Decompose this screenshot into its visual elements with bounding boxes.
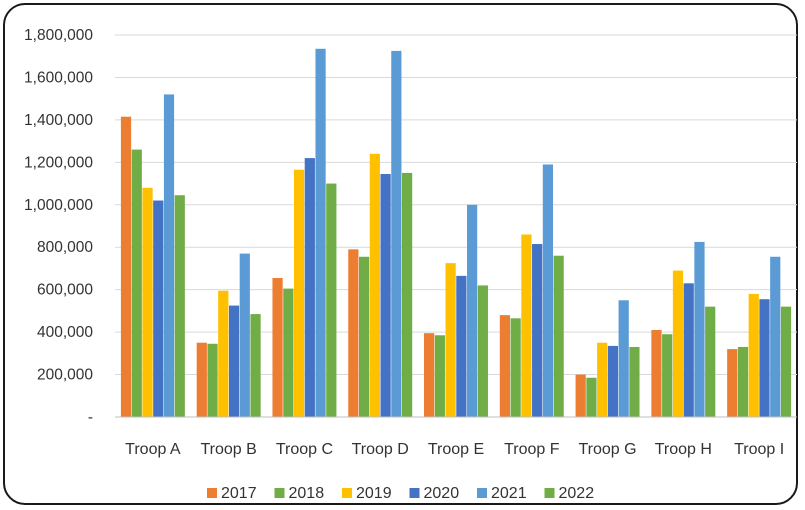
- bar-2022-troop-h: [705, 306, 716, 417]
- legend-label-2017: 2017: [221, 485, 257, 502]
- bar-2020-troop-e: [456, 275, 467, 417]
- bar-2021-troop-b: [239, 253, 250, 417]
- bar-2018-troop-d: [359, 256, 370, 417]
- bar-2022-troop-g: [629, 346, 640, 417]
- bar-2021-troop-f: [542, 164, 553, 417]
- bar-2022-troop-d: [402, 172, 413, 417]
- bar-2017-troop-d: [348, 249, 359, 417]
- bar-2019-troop-i: [748, 293, 759, 417]
- legend-swatch-2017: [207, 488, 217, 498]
- y-tick-label: 1,400,000: [24, 112, 93, 129]
- bar-2021-troop-i: [770, 256, 781, 417]
- legend-label-2020: 2020: [424, 485, 460, 502]
- y-tick-label: 200,000: [37, 367, 93, 384]
- x-category-label: Troop D: [352, 441, 409, 458]
- x-category-label: Troop C: [276, 441, 333, 458]
- bar-2022-troop-f: [553, 255, 564, 417]
- x-category-label: Troop G: [579, 441, 637, 458]
- bar-2018-troop-b: [207, 343, 218, 417]
- bar-2020-troop-a: [153, 200, 164, 417]
- bar-2017-troop-g: [575, 374, 586, 417]
- x-category-label: Troop F: [504, 441, 560, 458]
- bar-2017-troop-i: [727, 349, 738, 417]
- y-tick-label: 1,800,000: [24, 27, 93, 44]
- y-tick-label: 800,000: [37, 239, 93, 256]
- bar-2022-troop-a: [174, 195, 185, 417]
- bar-2020-troop-g: [607, 345, 619, 417]
- bar-2018-troop-i: [737, 346, 749, 417]
- bar-2017-troop-f: [499, 315, 510, 417]
- legend-swatch-2018: [274, 488, 285, 498]
- bar-2021-troop-h: [694, 241, 705, 417]
- bar-2021-troop-a: [163, 94, 175, 418]
- y-tick-label: 600,000: [37, 282, 93, 299]
- bar-2017-troop-h: [651, 329, 662, 417]
- y-tick-label: 1,200,000: [24, 154, 93, 171]
- y-tick-label: 1,000,000: [24, 197, 93, 214]
- bar-2021-troop-c: [315, 48, 326, 417]
- bar-2020-troop-c: [304, 158, 315, 417]
- x-category-label: Troop B: [201, 441, 257, 458]
- bars: [120, 48, 792, 418]
- bar-2019-troop-d: [369, 153, 380, 417]
- gridlines: [115, 34, 797, 376]
- bar-2017-troop-c: [272, 277, 283, 417]
- bar-2021-troop-e: [467, 204, 478, 417]
- y-axis-ticks: - 200,000 400,000 600,000 800,000 1,000,000 1,…: [24, 27, 93, 426]
- bar-2021-troop-d: [391, 50, 402, 418]
- bar-2021-troop-g: [618, 300, 629, 417]
- bar-2018-troop-a: [131, 149, 142, 417]
- bar-2019-troop-h: [672, 270, 684, 417]
- legend-label-2022: 2022: [559, 485, 595, 502]
- bar-2017-troop-a: [120, 116, 132, 418]
- x-category-label: Troop H: [655, 441, 712, 458]
- legend-label-2019: 2019: [356, 485, 392, 502]
- y-tick-label: 400,000: [37, 324, 93, 341]
- x-category-label: Troop I: [734, 441, 784, 458]
- bar-2022-troop-b: [250, 314, 261, 417]
- x-category-label: Troop E: [428, 441, 484, 458]
- bar-2018-troop-h: [662, 334, 673, 417]
- bar-2018-troop-g: [586, 377, 597, 417]
- bar-2019-troop-c: [293, 169, 305, 417]
- bar-2019-troop-a: [142, 187, 153, 417]
- bar-2020-troop-h: [683, 283, 694, 417]
- bar-2019-troop-f: [521, 234, 532, 417]
- bar-2022-troop-c: [326, 183, 337, 417]
- bar-2022-troop-i: [780, 306, 792, 417]
- bar-2019-troop-e: [445, 263, 456, 417]
- bar-2017-troop-b: [196, 342, 207, 417]
- y-tick-label: 1,600,000: [24, 69, 93, 86]
- bar-2018-troop-e: [434, 335, 445, 417]
- bar-2020-troop-d: [380, 174, 391, 417]
- legend-label-2018: 2018: [289, 485, 325, 502]
- legend-swatch-2019: [342, 488, 352, 498]
- y-tick-label: -: [88, 409, 93, 426]
- legend: 2017 2018 2019 2020 2021 2022: [207, 485, 594, 502]
- bar-2017-troop-e: [424, 333, 435, 417]
- bar-2019-troop-b: [218, 290, 229, 417]
- bar-2020-troop-f: [532, 244, 543, 417]
- legend-label-2021: 2021: [491, 485, 527, 502]
- bar-2018-troop-f: [510, 318, 521, 417]
- x-category-label: Troop A: [125, 441, 181, 458]
- legend-swatch-2020: [409, 488, 420, 498]
- bar-2022-troop-e: [477, 285, 488, 417]
- legend-swatch-2021: [477, 488, 487, 498]
- legend-swatch-2022: [544, 488, 555, 498]
- bar-2019-troop-g: [597, 342, 608, 417]
- bar-2020-troop-b: [228, 305, 240, 417]
- x-axis: Troop A Troop B Troop C Troop D Troop E Troop…: [115, 416, 797, 458]
- bar-2020-troop-i: [759, 299, 770, 417]
- bar-2018-troop-c: [283, 288, 294, 417]
